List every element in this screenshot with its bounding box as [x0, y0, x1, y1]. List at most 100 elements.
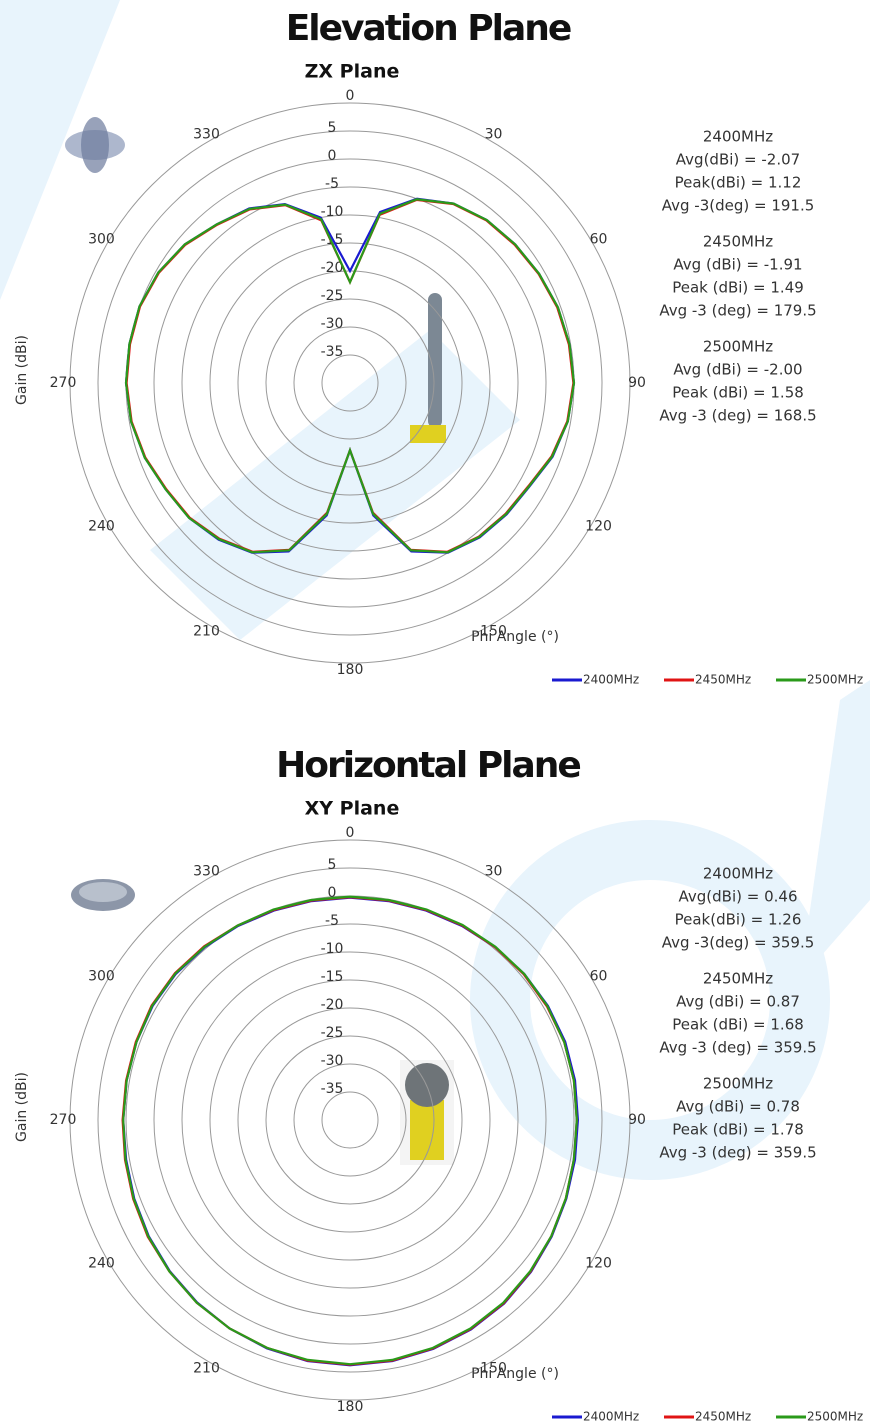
annotation: Peak(dBi) = 1.26 [675, 911, 802, 929]
annotation: Peak (dBi) = 1.49 [672, 279, 804, 297]
legend-label: 2500MHz [807, 1410, 863, 1424]
grid-ring [181, 214, 519, 552]
annotation: 2500MHz [703, 1075, 773, 1093]
angle-tick-label: 300 [88, 969, 115, 985]
annotation: Avg -3(deg) = 359.5 [662, 934, 815, 952]
annotation: Peak(dBi) = 1.12 [675, 174, 802, 192]
x-axis-label: Phi Angle (°) [471, 629, 559, 645]
angle-tick-label: 120 [585, 519, 612, 535]
angle-tick-label: 30 [485, 126, 503, 142]
plot-frame [69, 102, 631, 664]
chart-title: Elevation Plane [286, 8, 571, 49]
r-tick-label: -30 [321, 316, 344, 332]
r-tick-label: 0 [328, 885, 337, 901]
annotation: 2400MHz [703, 865, 773, 883]
angle-tick-label: 180 [337, 1399, 364, 1415]
angle-tick-label: 30 [485, 863, 503, 879]
chart-title: Horizontal Plane [276, 745, 580, 786]
annotation: Peak (dBi) = 1.78 [672, 1121, 804, 1139]
annotation: Peak (dBi) = 1.68 [672, 1016, 804, 1034]
r-tick-label: -10 [321, 204, 344, 220]
series-line [124, 198, 576, 554]
legend-label: 2400MHz [583, 1410, 639, 1424]
angle-tick-label: 300 [88, 232, 115, 248]
angle-tick-label: 240 [88, 1256, 115, 1272]
angle-tick-label: 180 [337, 662, 364, 678]
angle-tick-label: 270 [50, 375, 77, 391]
grid-ring [265, 1035, 435, 1205]
grid-ring [293, 1063, 407, 1177]
angle-tick-label: 330 [193, 126, 220, 142]
grid-ring [97, 130, 603, 636]
grid-ring [209, 979, 491, 1261]
grid-ring [265, 298, 435, 468]
r-tick-label: 0 [328, 148, 337, 164]
angle-tick-label: 60 [590, 969, 608, 985]
angle-tick-label: 330 [193, 863, 220, 879]
angle-tick-label: 60 [590, 232, 608, 248]
r-tick-label: -10 [321, 941, 344, 957]
grid-ring [181, 951, 519, 1289]
annotation: Avg -3 (deg) = 359.5 [659, 1039, 816, 1057]
annotation: Avg -3 (deg) = 179.5 [659, 302, 816, 320]
grid-ring [209, 242, 491, 524]
legend-label: 2400MHz [583, 673, 639, 687]
watermark [0, 0, 870, 1180]
r-tick-label: -15 [321, 969, 344, 985]
grid-ring [153, 923, 547, 1317]
angle-tick-label: 270 [50, 1112, 77, 1128]
grid-ring [237, 1007, 463, 1233]
annotation: Avg (dBi) = 0.78 [676, 1098, 800, 1116]
grid-ring [321, 1091, 379, 1149]
r-tick-label: -35 [321, 344, 344, 360]
r-tick-label: -25 [321, 1025, 344, 1041]
y-axis-label: Gain (dBi) [14, 335, 30, 405]
angle-tick-label: 0 [346, 825, 355, 841]
r-tick-label: -30 [321, 1053, 344, 1069]
annotation: 2400MHz [703, 128, 773, 146]
legend-label: 2450MHz [695, 1410, 751, 1424]
annotation: Avg -3 (deg) = 168.5 [659, 407, 816, 425]
grid-ring [153, 186, 547, 580]
annotation: Avg (dBi) = -1.91 [673, 256, 802, 274]
r-tick-label: -20 [321, 997, 344, 1013]
r-tick-label: -20 [321, 260, 344, 276]
angle-tick-label: 150 [480, 624, 507, 640]
r-tick-label: -25 [321, 288, 344, 304]
axis-icon [65, 117, 135, 911]
r-tick-label: 5 [328, 857, 337, 873]
annotation: 2500MHz [703, 338, 773, 356]
annotation: 2450MHz [703, 233, 773, 251]
antenna-image [400, 293, 454, 1165]
annotation: Avg (dBi) = 0.87 [676, 993, 800, 1011]
legend-label: 2450MHz [695, 673, 751, 687]
angle-tick-label: 210 [193, 624, 220, 640]
series-line [122, 895, 578, 1366]
angle-tick-label: 120 [585, 1256, 612, 1272]
x-axis-label: Phi Angle (°) [471, 1366, 559, 1382]
chart-subtitle: XY Plane [305, 798, 400, 820]
annotation: Peak (dBi) = 1.58 [672, 384, 804, 402]
chart-subtitle: ZX Plane [305, 61, 400, 83]
annotation: Avg (dBi) = -2.00 [673, 361, 802, 379]
annotation: Avg -3 (deg) = 359.5 [659, 1144, 816, 1162]
annotation: Avg(dBi) = 0.46 [679, 888, 798, 906]
grid-ring [97, 867, 603, 1373]
angle-tick-label: 240 [88, 519, 115, 535]
r-tick-label: -5 [325, 913, 339, 929]
legend-label: 2500MHz [807, 673, 863, 687]
annotation: Avg(dBi) = -2.07 [676, 151, 800, 169]
angle-tick-label: 210 [193, 1361, 220, 1377]
annotation: 2450MHz [703, 970, 773, 988]
r-tick-label: -35 [321, 1081, 344, 1097]
angle-tick-label: 90 [628, 375, 646, 391]
grid-ring [321, 354, 379, 412]
angle-tick-label: 150 [480, 1361, 507, 1377]
r-tick-label: -5 [325, 176, 339, 192]
angle-tick-label: 0 [346, 88, 355, 104]
r-tick-label: 5 [328, 120, 337, 136]
angle-tick-label: 90 [628, 1112, 646, 1128]
plot-frame [69, 839, 631, 1401]
y-axis-label: Gain (dBi) [14, 1072, 30, 1142]
